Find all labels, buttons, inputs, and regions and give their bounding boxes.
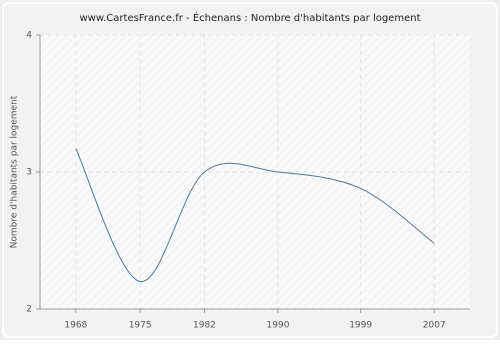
x-tick-label: 1968	[64, 321, 87, 331]
x-tick-label: 1990	[267, 321, 290, 331]
chart-title: www.CartesFrance.fr - Échenans : Nombre …	[80, 11, 421, 24]
plot-area	[40, 35, 470, 309]
x-tick-label: 1999	[349, 321, 372, 331]
y-axis-label: Nombre d'habitants par logement	[10, 95, 20, 248]
x-tick-label: 1982	[193, 321, 216, 331]
x-tick-label: 1975	[129, 321, 152, 331]
y-tick-label: 3	[26, 168, 32, 178]
y-tick-label: 4	[26, 31, 32, 41]
y-tick-label: 2	[26, 305, 32, 315]
x-tick-label: 2007	[423, 321, 446, 331]
data-line	[75, 148, 435, 283]
